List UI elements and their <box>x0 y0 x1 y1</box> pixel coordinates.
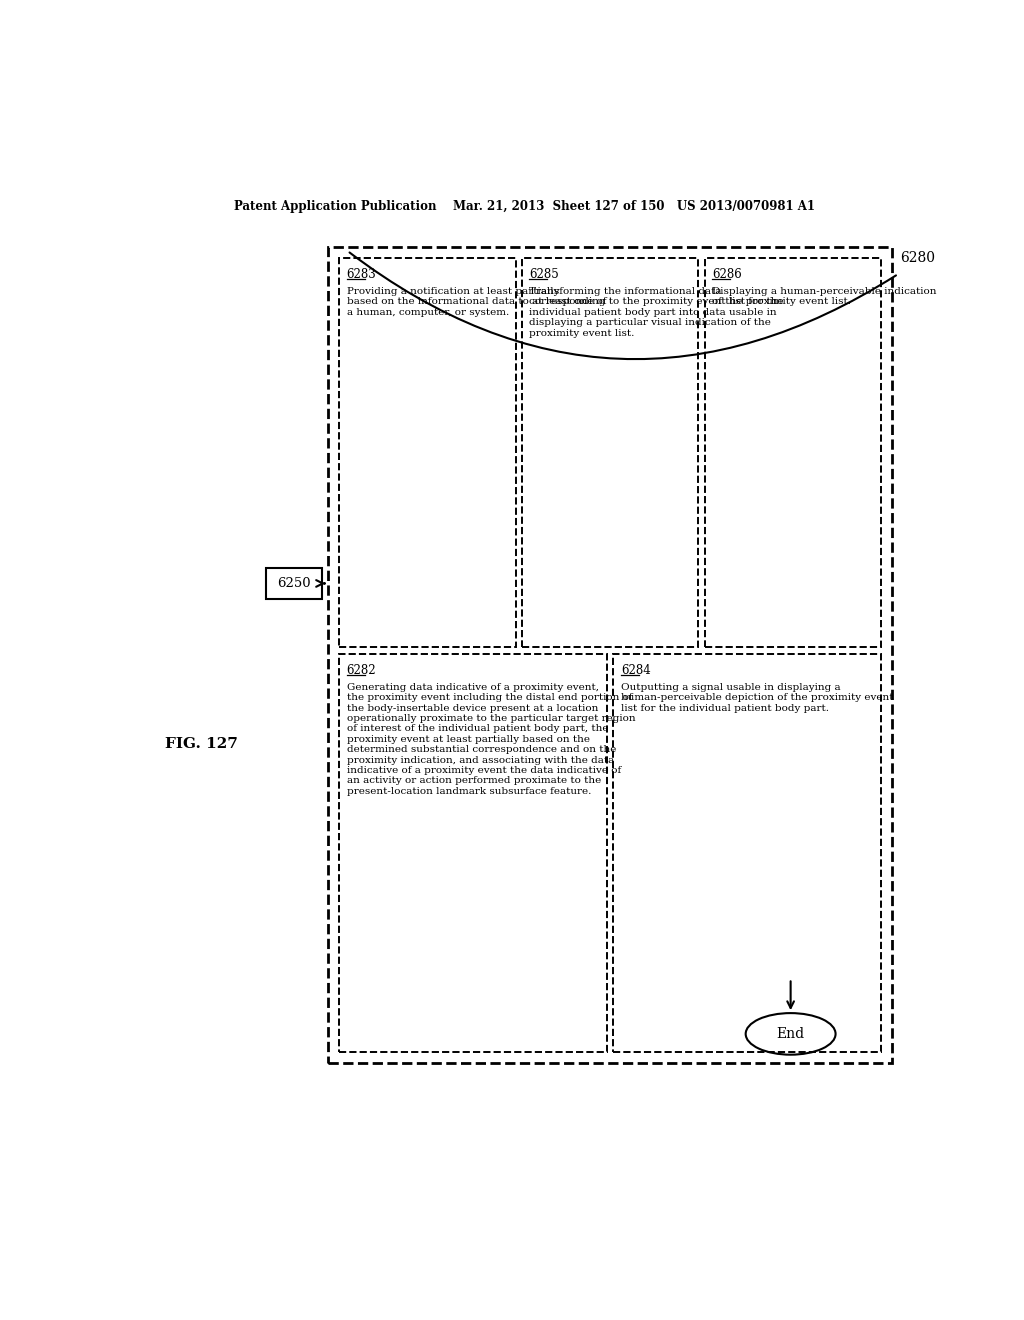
Text: 6286: 6286 <box>713 268 742 281</box>
Text: 6282: 6282 <box>346 664 376 677</box>
Text: 6284: 6284 <box>621 664 650 677</box>
Text: 6285: 6285 <box>529 268 559 281</box>
Text: FIG. 127: FIG. 127 <box>165 737 238 751</box>
Text: Patent Application Publication    Mar. 21, 2013  Sheet 127 of 150   US 2013/0070: Patent Application Publication Mar. 21, … <box>234 199 815 213</box>
Text: 6250: 6250 <box>278 577 310 590</box>
Text: Displaying a human-perceivable indication
of the proximity event list.: Displaying a human-perceivable indicatio… <box>713 286 937 306</box>
Text: Outputting a signal usable in displaying a
human-perceivable depiction of the pr: Outputting a signal usable in displaying… <box>621 682 893 713</box>
Text: End: End <box>776 1027 805 1041</box>
Text: Providing a notification at least partially
based on the informational data to a: Providing a notification at least partia… <box>346 286 606 317</box>
Text: Transforming the informational data
corresponding to the proximity event list fo: Transforming the informational data corr… <box>529 286 784 338</box>
Text: 6280: 6280 <box>900 251 935 265</box>
Text: Generating data indicative of a proximity event,
the proximity event including t: Generating data indicative of a proximit… <box>346 682 635 796</box>
Text: 6283: 6283 <box>346 268 376 281</box>
